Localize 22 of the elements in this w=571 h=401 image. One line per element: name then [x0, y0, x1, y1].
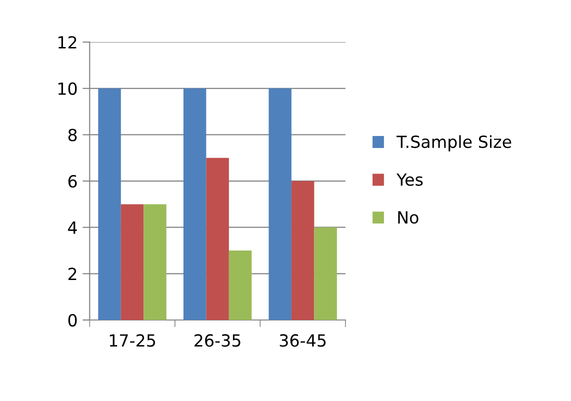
- y-tick-label: 6: [68, 175, 77, 188]
- bar: [291, 181, 314, 320]
- y-tick-label: 12: [58, 36, 76, 48]
- x-tick-label: 26-35: [194, 334, 240, 347]
- bar: [183, 88, 206, 320]
- x-tick-label: 17-25: [110, 334, 156, 347]
- legend-label: Yes: [396, 174, 423, 186]
- y-tick-label: 8: [68, 128, 77, 142]
- y-tick-label: 2: [68, 268, 76, 280]
- bar: [98, 88, 121, 320]
- bar: [228, 250, 252, 320]
- legend-label: No: [398, 211, 418, 224]
- y-tick-label: 10: [58, 82, 77, 95]
- bar: [314, 227, 337, 320]
- y-tick-label: 4: [68, 222, 77, 234]
- legend-label: T.Sample Size: [396, 135, 512, 152]
- bar: [268, 88, 292, 320]
- bar: [120, 204, 144, 320]
- y-tick-label: 0: [68, 314, 77, 327]
- x-tick-label: 36-45: [280, 334, 326, 347]
- bar: [144, 204, 166, 320]
- bar: [206, 158, 229, 320]
